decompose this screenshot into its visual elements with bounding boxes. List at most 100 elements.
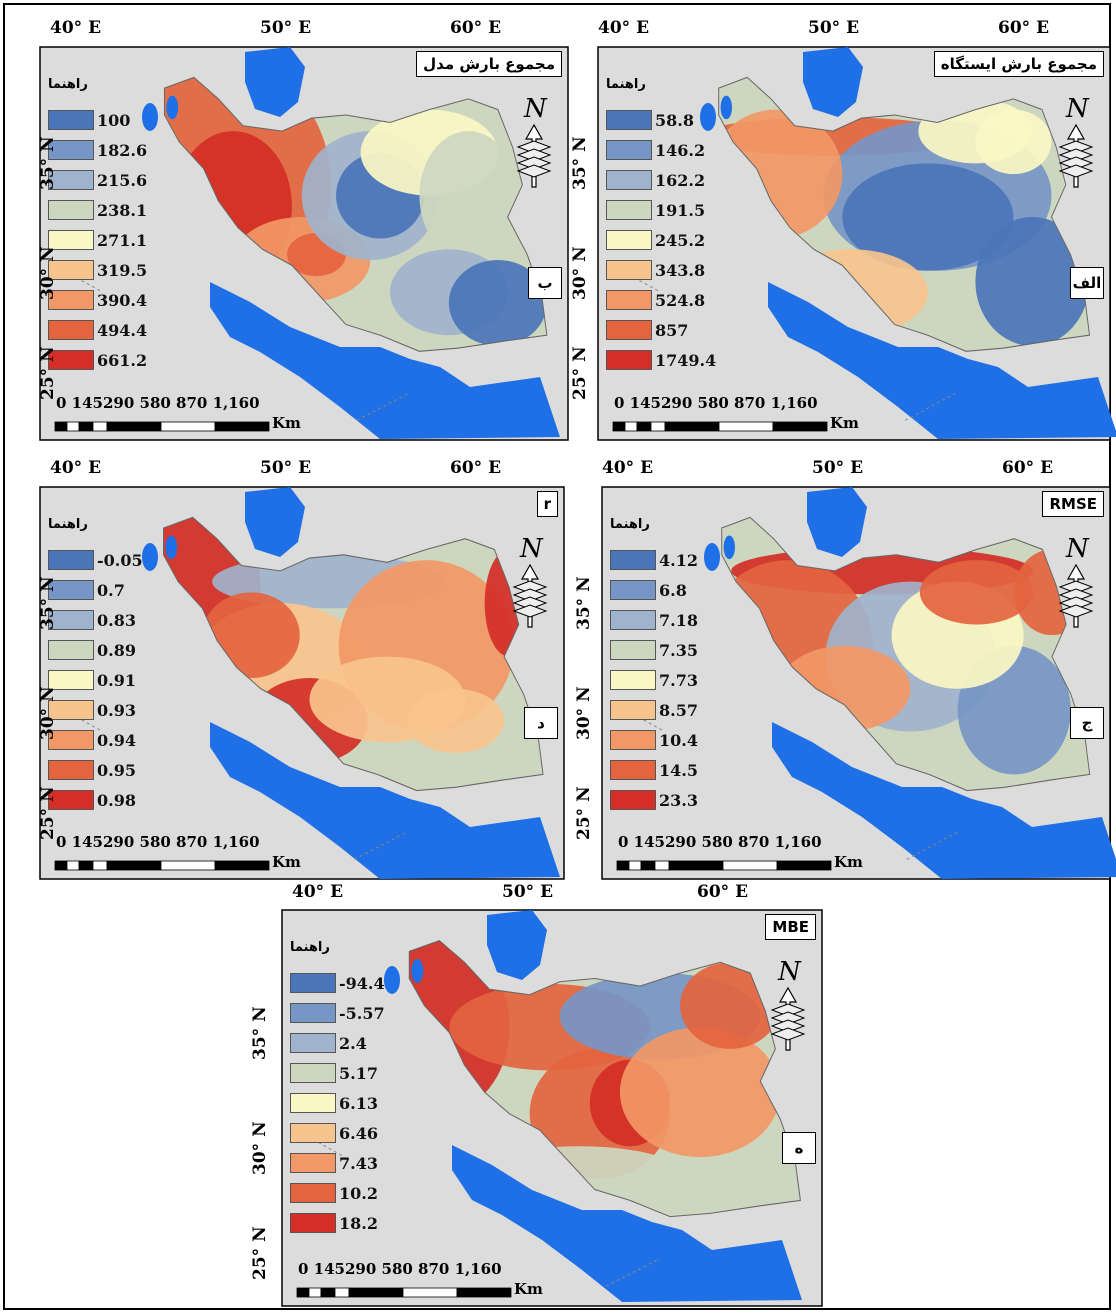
lat-label: 35° N [574,576,594,630]
legend-swatch [48,730,94,750]
legend-value: 343.8 [655,260,706,280]
legend-value: 245.2 [655,230,706,250]
legend-item: -5.57 [290,1000,385,1026]
legend-swatch [290,973,336,993]
legend-swatch [606,230,652,250]
urmia-lake [166,95,179,120]
scale-numbers: 0 145290 580 870 1,160 [298,1260,502,1278]
scale-numbers: 0 145290 580 870 1,160 [618,833,822,851]
map-title: r [536,491,558,517]
iran-map [163,76,548,352]
legend-swatch [290,1093,336,1113]
legend-item: 271.1 [48,227,147,253]
legend-item: 162.2 [606,167,705,193]
legend-item: -94.4 [290,970,385,996]
legend-swatch [290,1063,336,1083]
legend-swatch [48,230,94,250]
scale-bar-labels: 0 145290 580 870 1,160 [614,394,818,412]
lon-label: 50° E [260,458,312,478]
legend-swatch [610,640,656,660]
lat-label: 25° N [570,346,590,400]
map-panel-b: N 0 145290 580 870 1,160 Km راهنما 100 182.6 2… [39,46,569,441]
lat-label: 30° N [574,686,594,740]
legend-item: 4.12 [610,547,698,573]
legend-value: 10.2 [339,1183,378,1203]
legend-swatch [610,610,656,630]
scale-bar-labels: 0 145290 580 870 1,160 [618,833,822,851]
legend-item: 0.93 [48,697,136,723]
map-title: مجموع بارش مدل [416,51,562,77]
legend-item: 857 [606,317,688,343]
svg-text:N: N [519,534,544,564]
legend-value: 215.6 [97,170,148,190]
legend-value: 0.98 [97,790,136,810]
legend-swatch [48,580,94,600]
urmia-lake [720,95,732,120]
legend-value: 58.8 [655,110,694,130]
legend-value: 390.4 [97,290,148,310]
lat-label: 30° N [38,686,58,740]
legend-swatch [48,320,94,340]
legend-value: 2.4 [339,1033,367,1053]
north-arrow-icon: N [516,94,552,188]
legend-value: 6.13 [339,1093,378,1113]
legend-swatch [290,1213,336,1233]
lat-label: 30° N [570,246,590,300]
scale-bar-labels: 0 145290 580 870 1,160 [298,1260,502,1278]
scale-numbers: 0 145290 580 870 1,160 [614,394,818,412]
legend-title: راهنما [290,940,330,955]
legend-item: 215.6 [48,167,147,193]
legend-item: 7.43 [290,1150,378,1176]
legend-swatch [48,700,94,720]
legend-swatch [290,1033,336,1053]
map-canvas: N [281,909,823,1307]
legend-item: 8.57 [610,697,698,723]
svg-text:N: N [1065,534,1090,564]
legend-swatch [48,610,94,630]
legend-swatch [606,350,652,370]
lat-label: 25° N [250,1226,270,1280]
legend-value: -5.57 [339,1003,385,1023]
legend-title: راهنما [610,517,650,532]
legend-swatch [610,580,656,600]
legend-item: 0.91 [48,667,136,693]
map-title: مجموع بارش ایستگاه [933,51,1104,77]
legend-value: 238.1 [97,200,148,220]
legend-swatch [48,290,94,310]
legend-swatch [610,760,656,780]
legend-value: 8.57 [659,700,698,720]
legend-item: 191.5 [606,197,705,223]
legend-value: -0.05 [97,550,143,570]
legend-item: 58.8 [606,107,694,133]
lon-label: 40° E [602,458,654,478]
scale-unit: Km [830,414,859,432]
scale-unit: Km [272,853,301,871]
lat-label: 30° N [38,246,58,300]
legend-item: 7.73 [610,667,698,693]
legend-swatch [48,350,94,370]
legend-item: 524.8 [606,287,705,313]
map-panel-d: N 0 145290 580 870 1,160 Km راهنما -0.05 0.7 0… [39,486,565,880]
map-panel-h: N 0 145290 580 870 1,160 Km راهنما -94.4 -5.5… [281,909,823,1307]
map-panel-alef: N 0 145290 580 870 1,160 Km راهنما 58.8 146.2… [597,46,1116,441]
scale-bar [616,860,832,871]
north-arrow-icon: N [1058,94,1094,188]
lat-label: 35° N [570,136,590,190]
legend-swatch [48,200,94,220]
legend-value: 0.95 [97,760,136,780]
legend-swatch [610,730,656,750]
legend-item: 10.4 [610,727,698,753]
legend-value: 14.5 [659,760,698,780]
svg-text:N: N [1065,94,1090,124]
legend-swatch [606,110,652,130]
legend-item: 0.7 [48,577,125,603]
lat-label: 25° N [574,786,594,840]
scale-unit: Km [514,1280,543,1298]
legend-item: 146.2 [606,137,705,163]
lon-label: 50° E [502,882,554,902]
panel-letter: ه [782,1131,816,1164]
legend-item: 23.3 [610,787,698,813]
legend-value: 7.18 [659,610,698,630]
legend-swatch [606,140,652,160]
legend-value: 7.43 [339,1153,378,1173]
